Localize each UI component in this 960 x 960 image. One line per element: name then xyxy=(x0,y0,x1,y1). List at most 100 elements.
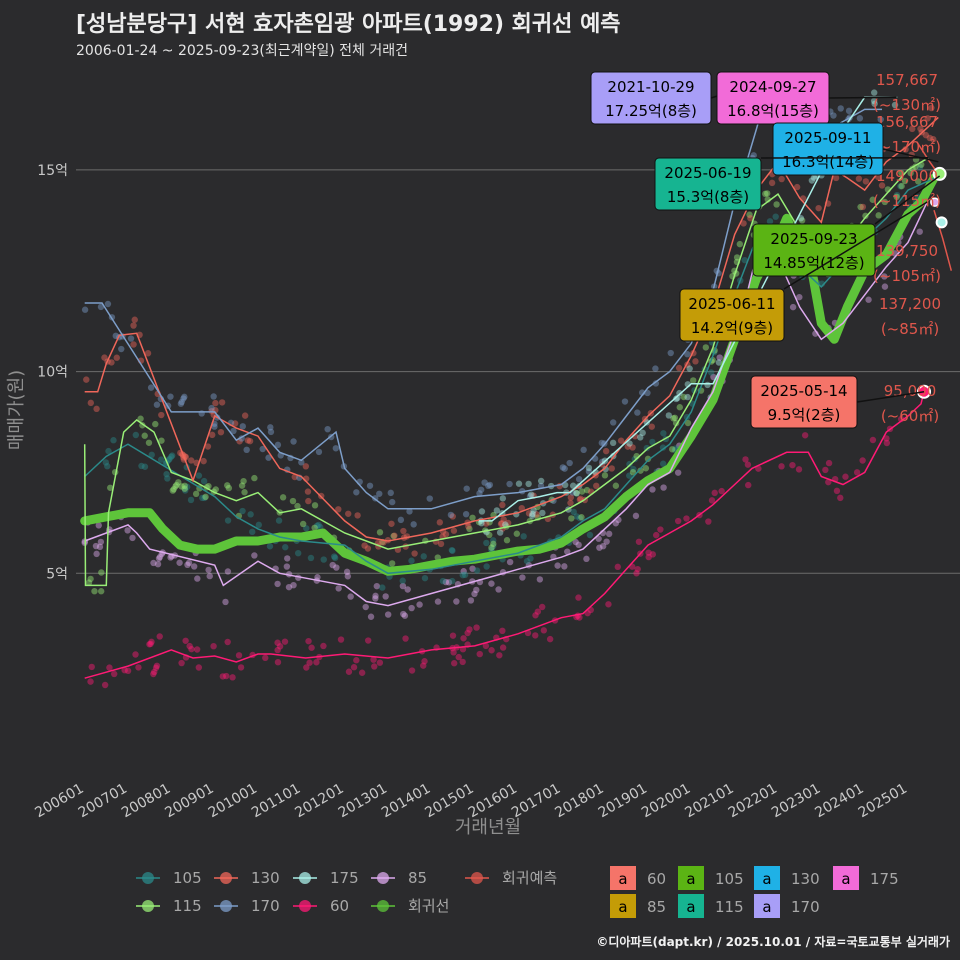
scatter-point xyxy=(796,293,803,301)
scatter-point xyxy=(461,571,469,579)
scatter-point xyxy=(187,457,195,464)
scatter-point xyxy=(376,529,384,536)
scatter-point xyxy=(451,660,458,667)
scatter-point xyxy=(631,455,638,463)
scatter-point xyxy=(789,461,796,469)
scatter-point xyxy=(497,520,505,528)
scatter-point xyxy=(290,581,297,589)
callout-leader xyxy=(874,175,941,225)
scatter-point xyxy=(525,480,532,488)
x-axis-title: 거래년월 xyxy=(455,817,521,838)
scatter-point xyxy=(101,681,109,689)
forecast-area: (~105㎡) xyxy=(873,267,941,285)
scatter-point xyxy=(124,667,132,675)
scatter-point xyxy=(131,316,138,323)
scatter-point xyxy=(642,465,650,472)
scatter-point xyxy=(626,472,633,479)
scatter-point xyxy=(559,464,567,471)
scatter-point xyxy=(130,322,137,329)
scatter-point xyxy=(649,486,656,493)
scatter-point xyxy=(798,217,806,224)
callout-labels: 2021-10-29 17.25억(8층) 2024-09-27 16.8억(15층)… xyxy=(590,71,941,429)
scatter-point xyxy=(459,658,466,666)
scatter-point xyxy=(825,478,832,486)
scatter-point xyxy=(212,399,219,407)
scatter-point xyxy=(284,555,291,562)
scatter-point xyxy=(285,583,293,591)
scatter-point xyxy=(742,456,749,463)
scatter-point xyxy=(224,517,232,524)
scatter-point xyxy=(372,592,379,600)
scatter-point xyxy=(87,399,95,407)
scatter-point xyxy=(476,490,483,497)
scatter-point xyxy=(667,349,674,357)
scatter-point xyxy=(665,412,673,419)
scatter-point xyxy=(865,296,872,303)
callout-box xyxy=(750,375,858,429)
scatter-point xyxy=(279,494,287,501)
scatter-point xyxy=(193,646,201,653)
scatter-point xyxy=(467,597,475,604)
legend-label: 170 xyxy=(791,898,820,916)
scatter-point xyxy=(303,525,310,532)
scatter-point xyxy=(168,452,176,459)
scatter-point xyxy=(175,479,182,486)
scatter-point xyxy=(192,490,200,498)
scatter-point xyxy=(488,647,495,654)
callout-value: 17.25억(8층) xyxy=(605,102,697,120)
scatter-point xyxy=(862,212,869,220)
scatter-point xyxy=(156,633,163,640)
x-tick-label: 200901 xyxy=(162,781,216,822)
scatter-point xyxy=(532,612,539,619)
scatter-point xyxy=(404,586,411,593)
legend-label: 175 xyxy=(870,870,899,888)
scatter-point xyxy=(345,668,353,675)
scatter-point xyxy=(304,488,312,495)
scatter-point xyxy=(902,146,909,153)
scatter-point xyxy=(290,438,297,445)
scatter-point xyxy=(366,482,374,489)
scatter-point xyxy=(916,163,924,171)
scatter-point xyxy=(495,586,502,593)
scatter-point xyxy=(315,448,323,456)
legend-label: 회귀선 xyxy=(408,897,449,915)
x-tick-label: 200701 xyxy=(76,781,130,822)
scatter-point xyxy=(793,183,801,191)
scatter-point xyxy=(251,552,258,559)
scatter-point xyxy=(307,554,315,562)
scatter-point xyxy=(486,481,494,489)
scatter-point xyxy=(177,400,185,407)
scatter-point xyxy=(129,534,136,542)
scatter-point xyxy=(690,377,697,384)
scatter-point xyxy=(674,394,681,402)
scatter-point xyxy=(442,578,450,586)
scatter-point xyxy=(305,497,312,505)
scatter-point xyxy=(648,423,655,430)
scatter-point xyxy=(305,637,312,645)
callout-box xyxy=(752,223,876,277)
scatter-point xyxy=(490,542,497,550)
callout-leader xyxy=(783,201,928,290)
scatter-point xyxy=(583,555,590,563)
scatter-point xyxy=(185,559,193,567)
scatter-point xyxy=(241,412,249,419)
scatter-point xyxy=(676,404,683,411)
scatter-point xyxy=(311,524,318,531)
scatter-point xyxy=(631,433,639,440)
scatter-point xyxy=(621,398,629,405)
scatter-point xyxy=(871,100,878,107)
scatter-point xyxy=(795,466,803,473)
legend-color-box xyxy=(754,866,780,890)
scatter-point xyxy=(187,496,195,504)
scatter-point xyxy=(930,136,937,143)
callout-box xyxy=(716,71,830,125)
scatter-point xyxy=(506,558,514,566)
scatter-point xyxy=(881,273,888,280)
scatter-point xyxy=(153,662,161,670)
x-tick-label: 201601 xyxy=(466,781,520,822)
scatter-point xyxy=(138,462,145,470)
scatter-point xyxy=(488,580,495,587)
scatter-point xyxy=(152,664,160,672)
scatter-point xyxy=(241,489,248,496)
scatter-point xyxy=(668,446,676,453)
